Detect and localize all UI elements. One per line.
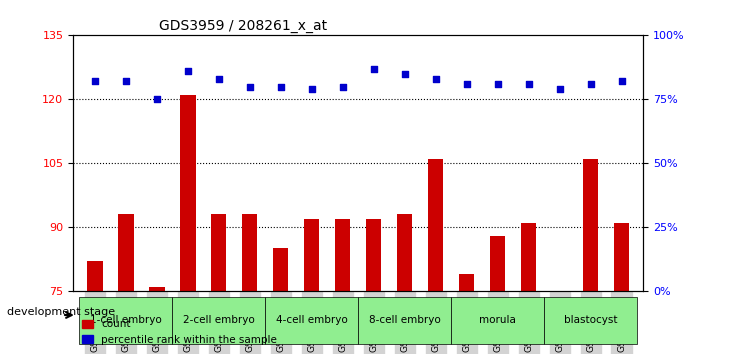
Bar xyxy=(335,218,350,291)
Legend: count, percentile rank within the sample: count, percentile rank within the sample xyxy=(78,315,281,349)
Text: GDS3959 / 208261_x_at: GDS3959 / 208261_x_at xyxy=(159,19,327,33)
Point xyxy=(337,84,349,89)
FancyBboxPatch shape xyxy=(173,297,265,344)
Point xyxy=(182,68,194,74)
Text: 2-cell embryo: 2-cell embryo xyxy=(183,315,254,325)
FancyBboxPatch shape xyxy=(265,297,358,344)
Point xyxy=(523,81,534,87)
Bar xyxy=(180,95,195,291)
Text: development stage: development stage xyxy=(7,307,115,316)
Bar xyxy=(366,218,382,291)
Point xyxy=(244,84,256,89)
FancyBboxPatch shape xyxy=(451,297,544,344)
Bar xyxy=(583,159,599,291)
Bar xyxy=(242,214,257,291)
Point xyxy=(616,79,627,84)
Point xyxy=(275,84,287,89)
Point xyxy=(120,79,132,84)
Bar xyxy=(614,223,629,291)
Bar xyxy=(304,218,319,291)
Bar xyxy=(273,249,289,291)
Point xyxy=(368,66,379,72)
Point xyxy=(492,81,504,87)
Point xyxy=(554,86,566,92)
Bar xyxy=(428,159,444,291)
FancyBboxPatch shape xyxy=(544,297,637,344)
Bar xyxy=(397,214,412,291)
Bar xyxy=(87,261,102,291)
Point xyxy=(430,76,442,82)
Point xyxy=(461,81,472,87)
Text: 4-cell embryo: 4-cell embryo xyxy=(276,315,347,325)
Point xyxy=(585,81,596,87)
Bar xyxy=(521,223,537,291)
Bar xyxy=(118,214,134,291)
Bar xyxy=(459,274,474,291)
Bar xyxy=(149,287,164,291)
Point xyxy=(399,71,411,76)
Bar xyxy=(490,236,505,291)
FancyBboxPatch shape xyxy=(79,297,173,344)
Point xyxy=(89,79,101,84)
Bar xyxy=(211,214,227,291)
Point xyxy=(306,86,317,92)
Point xyxy=(213,76,224,82)
Text: blastocyst: blastocyst xyxy=(564,315,618,325)
Text: 1-cell embryo: 1-cell embryo xyxy=(90,315,162,325)
Point xyxy=(151,97,162,102)
Text: morula: morula xyxy=(480,315,516,325)
Text: 8-cell embryo: 8-cell embryo xyxy=(369,315,441,325)
FancyBboxPatch shape xyxy=(358,297,451,344)
